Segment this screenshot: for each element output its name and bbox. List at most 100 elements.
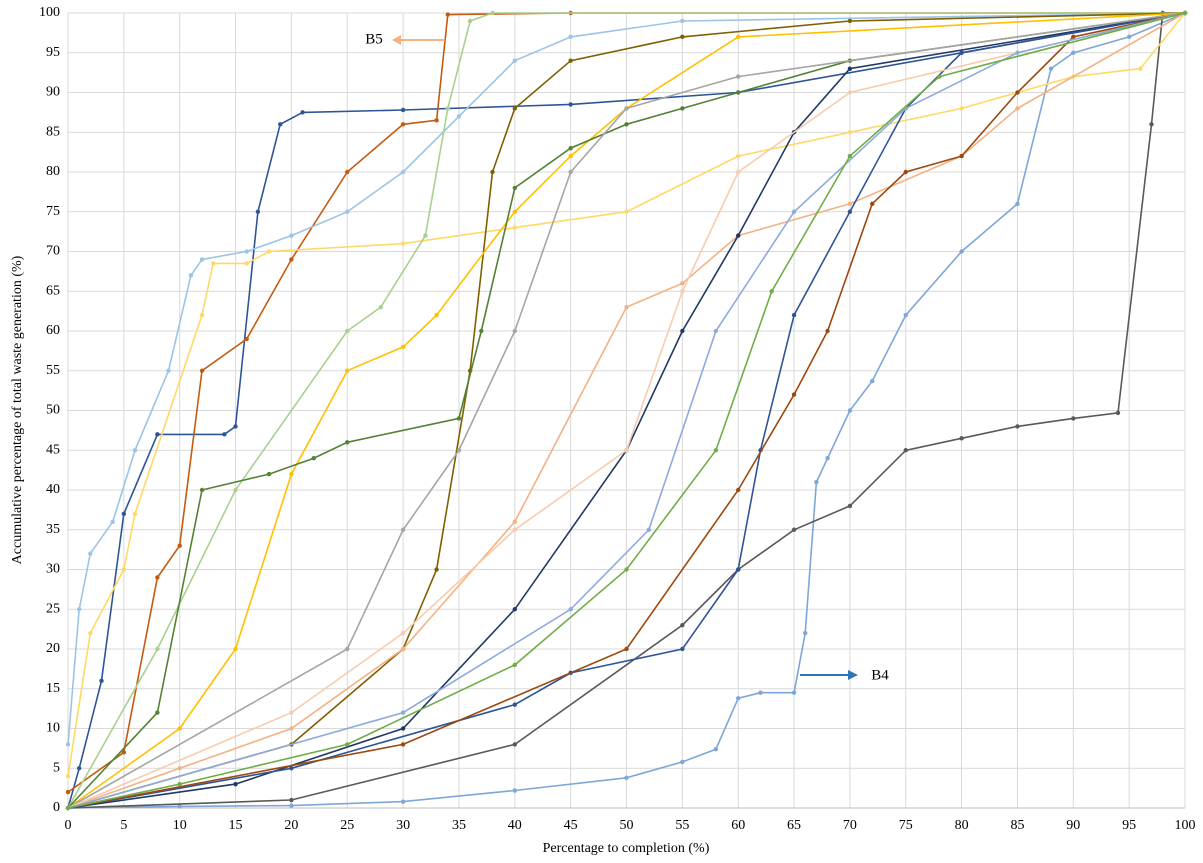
data-point	[490, 10, 495, 16]
data-point	[624, 106, 629, 111]
data-point	[870, 378, 875, 384]
data-point	[76, 766, 82, 771]
data-point	[244, 336, 249, 342]
x-tick-label: 45	[564, 818, 578, 833]
data-point	[512, 225, 517, 230]
x-tick-label: 10	[173, 818, 187, 833]
data-point	[512, 662, 517, 668]
data-point	[791, 312, 797, 318]
data-point	[847, 503, 853, 509]
data-point	[903, 312, 908, 318]
data-point	[177, 726, 182, 731]
data-point	[479, 328, 484, 334]
y-tick-label: 0	[53, 800, 60, 815]
data-point	[1071, 50, 1076, 55]
data-point	[847, 90, 853, 95]
data-point	[400, 630, 406, 636]
y-tick-label: 75	[46, 204, 60, 219]
data-point	[132, 448, 138, 453]
data-point	[713, 746, 719, 752]
data-point	[199, 487, 205, 493]
data-point	[1071, 416, 1076, 421]
data-point	[345, 328, 350, 334]
y-tick-label: 55	[46, 363, 60, 378]
data-point	[400, 799, 406, 804]
data-point	[400, 169, 406, 175]
data-point	[937, 74, 942, 79]
data-point	[76, 607, 82, 612]
data-point	[266, 471, 272, 477]
data-point	[624, 304, 629, 310]
data-point	[1071, 34, 1076, 40]
data-point	[456, 416, 462, 421]
data-point	[1015, 90, 1020, 95]
data-point	[434, 118, 439, 123]
data-point	[512, 185, 517, 191]
data-point	[624, 567, 629, 572]
data-point	[121, 511, 127, 517]
data-point	[736, 169, 741, 175]
data-point	[445, 12, 450, 17]
arrow-head	[848, 670, 858, 680]
data-point	[512, 788, 517, 793]
data-point	[959, 106, 964, 111]
data-point	[568, 145, 573, 151]
data-point	[233, 424, 238, 429]
data-point	[244, 249, 249, 254]
data-point	[959, 436, 964, 441]
data-point	[289, 726, 294, 731]
x-tick-label: 75	[899, 818, 913, 833]
data-point	[736, 487, 741, 493]
data-point	[266, 249, 272, 254]
data-point	[624, 209, 629, 214]
data-point	[255, 209, 261, 214]
data-point	[300, 110, 305, 115]
data-point	[568, 34, 573, 40]
data-point	[825, 328, 830, 334]
data-point	[155, 646, 160, 652]
y-tick-label: 10	[46, 721, 60, 736]
data-point	[289, 257, 294, 262]
x-tick-label: 95	[1122, 818, 1136, 833]
data-point	[244, 261, 249, 266]
data-point	[847, 153, 853, 159]
data-point	[646, 527, 652, 532]
data-point	[289, 710, 294, 715]
data-point	[400, 742, 406, 747]
y-tick-label: 15	[46, 681, 60, 696]
data-point	[400, 726, 406, 731]
data-point	[400, 241, 406, 246]
data-point	[769, 289, 774, 294]
data-point	[155, 432, 160, 437]
data-point	[88, 551, 93, 556]
data-point	[512, 209, 517, 214]
data-point	[736, 696, 741, 701]
data-point	[680, 18, 685, 24]
data-point	[568, 153, 573, 159]
data-point	[847, 66, 853, 71]
data-point	[400, 107, 406, 113]
x-tick-label: 20	[284, 818, 298, 833]
series-line	[67, 12, 1186, 809]
data-point	[680, 646, 685, 652]
x-axis-title: Percentage to completion (%)	[543, 841, 710, 856]
data-point	[1182, 10, 1188, 16]
series-line	[67, 12, 1186, 809]
x-tick-label: 35	[452, 818, 466, 833]
annotation-b4: B4	[800, 667, 889, 683]
data-point	[490, 169, 495, 175]
data-point	[512, 328, 517, 334]
x-tick-label: 60	[731, 818, 745, 833]
data-point	[177, 804, 182, 809]
data-point	[345, 440, 350, 445]
y-tick-label: 100	[39, 5, 60, 20]
y-tick-label: 90	[46, 85, 60, 100]
series-line	[67, 12, 1186, 809]
data-point	[624, 122, 629, 127]
data-point	[680, 106, 685, 111]
data-point	[512, 607, 517, 612]
annotation-label: B5	[365, 31, 383, 47]
data-point	[456, 114, 462, 119]
data-point	[959, 153, 964, 159]
